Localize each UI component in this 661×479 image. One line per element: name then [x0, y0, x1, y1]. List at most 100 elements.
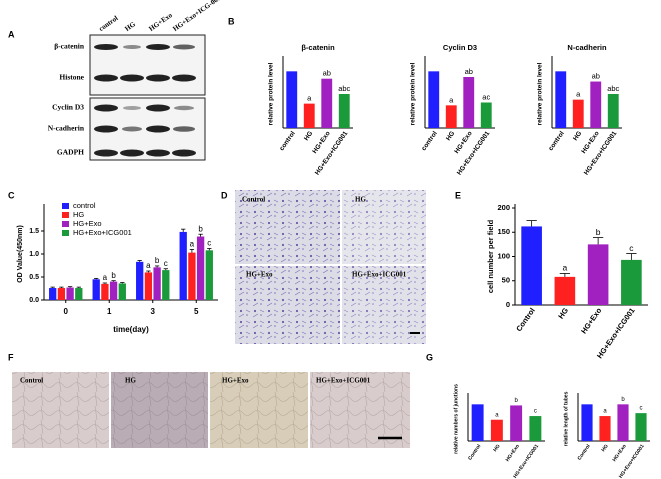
significance-label: c [207, 239, 211, 248]
image-label: HG [355, 196, 366, 204]
bar [471, 404, 484, 441]
micrograph [342, 190, 426, 264]
significance-label: a [495, 412, 499, 418]
significance-label: ac [482, 92, 490, 101]
y-axis-label: relative protein level [537, 62, 544, 125]
bar [599, 416, 611, 441]
panel-label: B [228, 16, 235, 26]
x-tick-label: control [420, 130, 438, 152]
bar [480, 102, 492, 128]
blot-row: β-catenin [54, 42, 85, 51]
bar [617, 404, 629, 441]
legend-swatch [62, 230, 69, 236]
x-tick-label: HG+Exo+ICG001 [456, 130, 492, 177]
significance-label: c [534, 409, 537, 415]
y-axis-label: cell number per field [486, 219, 495, 293]
significance-label: ab [323, 69, 331, 78]
bar [162, 270, 170, 300]
legend-label: HG+Exo+ICG001 [73, 228, 132, 237]
bar [144, 272, 153, 300]
image-label: HG [125, 377, 136, 385]
significance-label: c [629, 243, 634, 253]
significance-label: a [603, 409, 607, 415]
blot-row: GADPH [57, 148, 84, 157]
bar [196, 236, 205, 300]
bar [463, 77, 475, 128]
blot-row: Cyclin D3 [52, 103, 84, 112]
y-tick-label: 150 [497, 227, 510, 236]
x-tick-label: HG [445, 130, 456, 142]
micrograph [12, 372, 109, 448]
bar [321, 78, 333, 128]
x-tick-label: HG [492, 443, 501, 453]
micrograph [342, 266, 426, 344]
bar [338, 94, 350, 128]
significance-label: a [146, 261, 151, 270]
micrograph [235, 266, 340, 344]
y-axis-label: relative length of tubes [563, 391, 569, 446]
panel-label: C [8, 190, 15, 200]
legend-swatch [62, 221, 69, 227]
x-tick-label: 0 [64, 307, 69, 316]
y-axis-label: relative protein level [268, 62, 275, 125]
legend-swatch [62, 203, 69, 209]
x-tick-label: HG+Exo+ICG001 [314, 130, 350, 177]
significance-label: b [621, 397, 625, 403]
y-tick-label: 50 [502, 276, 510, 285]
bar [587, 244, 609, 305]
bar [205, 250, 213, 300]
bar [75, 288, 83, 300]
y-tick-label: 100 [497, 251, 510, 260]
bands [94, 44, 196, 157]
legend-label: HG [73, 210, 84, 219]
y-axis-label: OD Value(450nm) [17, 225, 24, 283]
blot-column: HG+Exo+ICG-001 [171, 0, 222, 33]
significance-label: ab [465, 67, 473, 76]
bar [153, 267, 161, 300]
bar [510, 405, 523, 441]
bar [490, 419, 503, 441]
bar [635, 413, 647, 441]
legend-label: control [73, 201, 96, 210]
blot-row: N-cadherin [48, 124, 85, 133]
significance-label: b [111, 271, 116, 280]
significance-label: a [449, 95, 454, 104]
micrograph [210, 372, 308, 448]
bar [109, 281, 118, 300]
image-label: HG+Exo [246, 271, 273, 279]
bar [303, 103, 315, 128]
chart-title: Cyclin D3 [443, 43, 477, 52]
y-tick-label: 200 [497, 203, 510, 212]
bar [621, 259, 642, 305]
significance-label: a [576, 90, 581, 99]
panel-label: F [8, 352, 14, 362]
bar [555, 71, 567, 128]
y-axis-label: relative numbers of junctions [453, 384, 459, 454]
significance-label: c [640, 406, 643, 412]
x-tick-label: HG+Exo+ICG001 [583, 130, 619, 177]
y-tick-label: 0.0 [29, 297, 39, 304]
panel-label: A [8, 29, 15, 39]
bar [179, 231, 187, 300]
x-tick-label: Control [514, 306, 537, 333]
y-tick-label: 0.5 [29, 274, 39, 281]
micrograph [235, 190, 340, 264]
x-tick-label: Control [467, 443, 482, 462]
significance-label: b [198, 224, 203, 233]
chart-title: N-cadherin [567, 43, 607, 52]
blot-frame [89, 34, 206, 96]
legend-label: HG+Exo [73, 219, 102, 228]
bar [445, 105, 457, 128]
blot-row: Histone [59, 73, 84, 82]
significance-label: abc [607, 84, 619, 93]
image-label: HG+Exo+ICG001 [352, 271, 407, 279]
bar [428, 71, 440, 128]
image-label: Control [242, 196, 265, 204]
x-tick-label: HG+Exo [579, 306, 603, 336]
x-tick-label: 1 [107, 307, 112, 316]
bar [49, 288, 57, 300]
bar [286, 71, 298, 128]
bar [529, 416, 542, 441]
bar [607, 94, 619, 128]
image-label: Control [20, 377, 43, 385]
